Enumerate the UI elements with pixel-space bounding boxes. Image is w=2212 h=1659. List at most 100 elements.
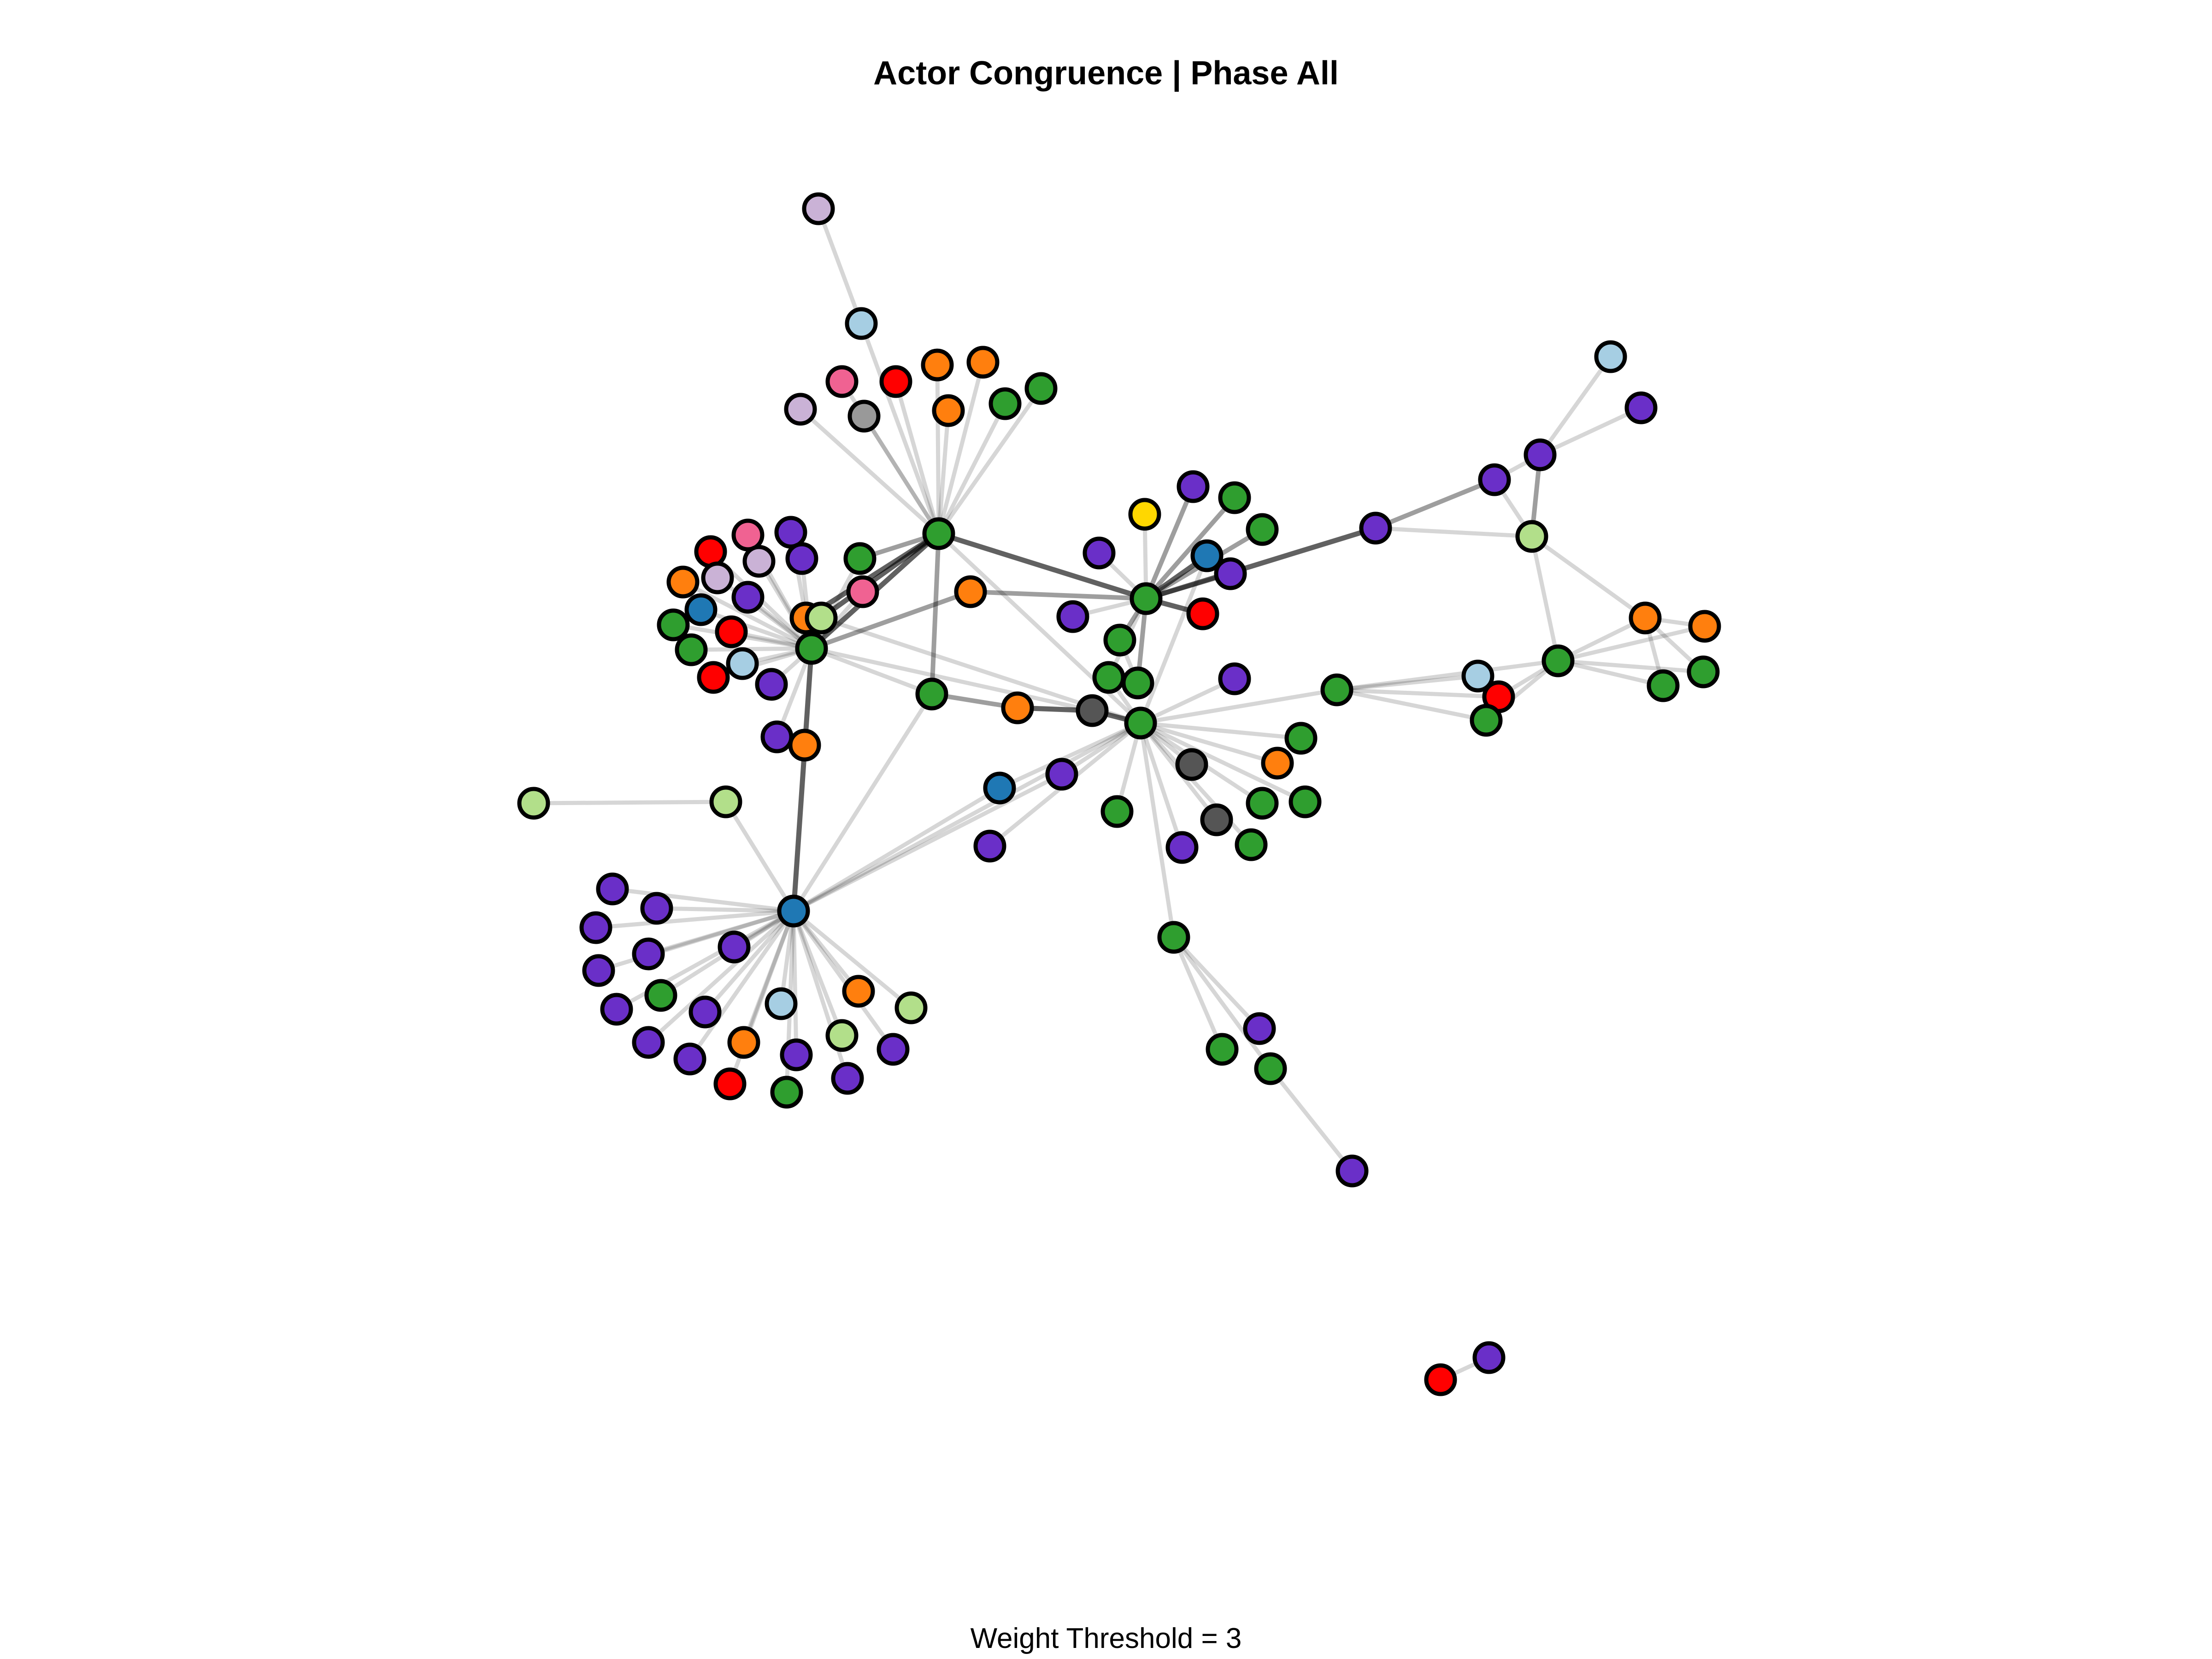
edge-h2-c2 — [1144, 495, 1237, 601]
node-darkgray-c14 — [1076, 694, 1109, 727]
edge-h8-d3 — [1171, 935, 1273, 1071]
node-green-d2 — [1206, 1033, 1239, 1066]
edge-h1-t8 — [862, 414, 941, 536]
node-green-b7 — [644, 979, 677, 1012]
node-purple-b13 — [632, 1026, 665, 1059]
node-purple-c8 — [1056, 600, 1089, 633]
node-yellow-c3 — [1128, 498, 1161, 531]
node-green-h1 — [922, 517, 955, 550]
node-orange-r10 — [1688, 610, 1721, 643]
edge-h4-b16 — [688, 909, 796, 1061]
edge-h1-t2 — [859, 321, 941, 536]
node-green-l14 — [675, 633, 708, 666]
node-green-c26 — [1235, 828, 1268, 861]
node-lightblue-t2 — [845, 307, 878, 340]
edge-h4-c16 — [791, 772, 1064, 913]
edge-h4-b17 — [791, 909, 799, 1057]
node-lightgreen-l13 — [805, 601, 838, 635]
node-green-d3 — [1254, 1052, 1287, 1085]
edge-h8-d2 — [1171, 935, 1224, 1052]
edge-h3-c23 — [1138, 721, 1307, 804]
node-orange-b11 — [842, 975, 875, 1008]
edge-h4-b6 — [596, 909, 796, 973]
edge-h9-r9 — [1530, 534, 1647, 620]
node-lightblue-b10 — [765, 987, 798, 1020]
node-purple-b1 — [596, 872, 629, 906]
node-orange-t9 — [932, 394, 965, 427]
nodes-layer — [517, 192, 1721, 1396]
node-green-c18 — [1100, 795, 1134, 828]
node-pink-t3 — [825, 365, 859, 398]
node-purple-c16 — [1045, 758, 1078, 791]
node-red-t4 — [879, 365, 912, 398]
edge-h5-h4 — [791, 646, 814, 914]
node-purple-c5 — [1082, 536, 1116, 570]
edge-h2-c1 — [1144, 484, 1195, 601]
edge-h4-b1 — [610, 887, 796, 913]
node-purple-d4 — [1335, 1154, 1369, 1188]
edges-layer — [531, 206, 1707, 1382]
node-darkgray-c24 — [1200, 803, 1233, 836]
edge-h5-l22 — [809, 589, 973, 651]
edge-h7-r8 — [1335, 688, 1488, 723]
edge-r1-h9 — [1373, 526, 1534, 539]
chart-title: Actor Congruence | Phase All — [873, 55, 1339, 92]
node-red-l11 — [715, 615, 748, 648]
edge-h3-c20 — [1138, 721, 1303, 741]
edge-h3-h7 — [1138, 688, 1339, 725]
edge-h4-b11 — [791, 909, 861, 994]
node-purple-r5 — [1624, 391, 1658, 424]
node-purple-b3 — [579, 911, 612, 944]
edge-h1-t7 — [798, 407, 941, 536]
node-purple-b2 — [640, 892, 673, 925]
node-red-c9 — [1186, 597, 1219, 630]
edge-r1-r2 — [1373, 477, 1497, 530]
edge-x1-x2 — [531, 800, 728, 806]
edge-h2-r1 — [1143, 525, 1378, 601]
node-lightgreen-x2 — [709, 785, 742, 818]
edge-h6-r12 — [1556, 659, 1706, 674]
node-green-c11 — [1092, 661, 1125, 694]
edge-h5-l23 — [809, 646, 934, 696]
edge-h4-b15 — [791, 909, 844, 1038]
node-lightgreen-b15 — [825, 1019, 859, 1052]
node-orange-b14 — [727, 1026, 760, 1059]
node-purple-l18 — [760, 720, 794, 753]
weight-threshold-caption: Weight Threshold = 3 — [970, 1623, 1242, 1654]
edge-h4-b2 — [654, 906, 796, 913]
node-green-r12 — [1687, 655, 1720, 688]
edge-h4-b18 — [791, 909, 895, 1052]
node-orange-c21 — [1261, 747, 1294, 780]
edge-h4-c15 — [791, 786, 1002, 913]
node-lavender-t7 — [784, 393, 817, 426]
edge-h4-x2 — [724, 800, 796, 913]
edge-h7-r7 — [1335, 688, 1501, 699]
node-green-r8 — [1470, 704, 1503, 737]
edge-h1-t5 — [935, 363, 941, 536]
node-lightblue-r6 — [1461, 659, 1494, 693]
node-green-l23 — [915, 677, 948, 711]
node-green-c4 — [1246, 513, 1279, 546]
edge-h5-l8 — [699, 607, 814, 651]
node-purple-b4 — [632, 937, 665, 971]
node-orange-t5 — [921, 348, 954, 382]
edge-d3-d4 — [1268, 1066, 1354, 1173]
node-green-h7 — [1320, 673, 1353, 706]
node-green-b20 — [770, 1076, 803, 1109]
node-green-c2 — [1218, 481, 1251, 514]
node-green-c23 — [1288, 785, 1322, 818]
node-purple-l9 — [731, 581, 765, 614]
edge-t1-t2 — [816, 206, 864, 326]
node-lavender-t1 — [802, 192, 835, 225]
edge-h5-l14 — [689, 646, 814, 652]
node-green-h3 — [1124, 706, 1157, 740]
node-purple-r1 — [1359, 512, 1392, 545]
node-green-h5 — [795, 632, 828, 665]
edge-h6-r10 — [1556, 624, 1707, 663]
node-purple-b6 — [582, 954, 615, 987]
node-purple-l7 — [785, 542, 818, 575]
edge-h3-c21 — [1138, 721, 1280, 765]
edge-h7-r6 — [1335, 674, 1480, 692]
edge-h1-t6 — [936, 360, 985, 536]
node-green-c10 — [1103, 624, 1136, 657]
